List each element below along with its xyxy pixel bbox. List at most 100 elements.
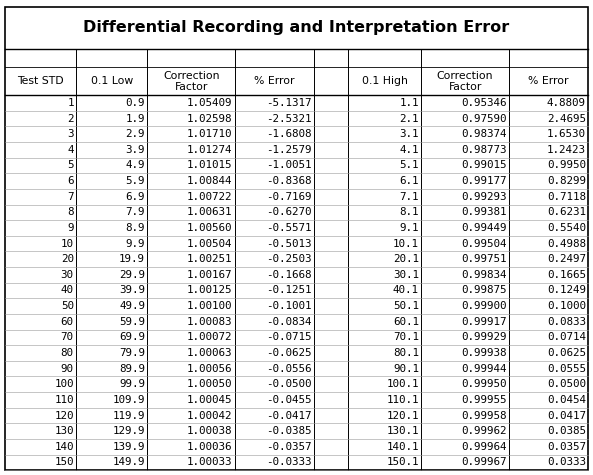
Text: -0.0556: -0.0556 [266,364,312,374]
Text: 0.0555: 0.0555 [547,364,586,374]
Text: 19.9: 19.9 [119,254,145,264]
Text: 150.1: 150.1 [387,457,419,467]
Text: 0.5540: 0.5540 [547,223,586,233]
Text: 1.00042: 1.00042 [187,410,232,420]
Text: -0.0834: -0.0834 [266,317,312,327]
Text: 2: 2 [67,114,74,124]
Text: 1.00036: 1.00036 [187,442,232,452]
Text: 1.00050: 1.00050 [187,379,232,389]
Text: -1.0051: -1.0051 [266,161,312,171]
Text: 0.99962: 0.99962 [461,426,506,436]
Text: 140.1: 140.1 [387,442,419,452]
Text: 1.00722: 1.00722 [187,192,232,202]
Text: 8.1: 8.1 [400,208,419,218]
Text: 5.1: 5.1 [400,161,419,171]
Text: 0.99967: 0.99967 [461,457,506,467]
Text: -0.6270: -0.6270 [266,208,312,218]
Text: 0.6231: 0.6231 [547,208,586,218]
Text: 150: 150 [54,457,74,467]
Text: 2.1: 2.1 [400,114,419,124]
Text: 0.97590: 0.97590 [461,114,506,124]
Text: 1.1: 1.1 [400,98,419,108]
Text: 1.00038: 1.00038 [187,426,232,436]
Text: 80.1: 80.1 [393,348,419,358]
Text: 1.00083: 1.00083 [187,317,232,327]
Text: 0.7118: 0.7118 [547,192,586,202]
Text: 40.1: 40.1 [393,285,419,295]
Text: 6: 6 [67,176,74,186]
Text: Test STD: Test STD [17,76,63,86]
Text: 80: 80 [60,348,74,358]
Text: 4.9: 4.9 [126,161,145,171]
Text: 0.0454: 0.0454 [547,395,586,405]
Text: 1: 1 [67,98,74,108]
Text: -0.1668: -0.1668 [266,270,312,280]
Text: 70: 70 [60,332,74,342]
Text: 1.9: 1.9 [126,114,145,124]
Text: 5: 5 [67,161,74,171]
Text: 0.0357: 0.0357 [547,442,586,452]
Text: 99.9: 99.9 [119,379,145,389]
Text: 139.9: 139.9 [113,442,145,452]
Text: 3.9: 3.9 [126,145,145,155]
Text: 0.99958: 0.99958 [461,410,506,420]
Text: 0.1 High: 0.1 High [362,76,408,86]
Text: -0.7169: -0.7169 [266,192,312,202]
Text: 0.99875: 0.99875 [461,285,506,295]
Text: -0.0417: -0.0417 [266,410,312,420]
Text: 70.1: 70.1 [393,332,419,342]
Text: 0.0500: 0.0500 [547,379,586,389]
Text: 7.9: 7.9 [126,208,145,218]
Text: 1.00844: 1.00844 [187,176,232,186]
Text: 1.01710: 1.01710 [187,129,232,139]
Text: 120.1: 120.1 [387,410,419,420]
Text: -0.1251: -0.1251 [266,285,312,295]
Text: -0.5013: -0.5013 [266,238,312,248]
Text: 0.1 Low: 0.1 Low [91,76,133,86]
Text: 0.0333: 0.0333 [547,457,586,467]
Text: 1.2423: 1.2423 [547,145,586,155]
Text: 0.99917: 0.99917 [461,317,506,327]
Text: 0.1665: 0.1665 [547,270,586,280]
Text: 110: 110 [54,395,74,405]
Text: 0.98374: 0.98374 [461,129,506,139]
Text: 60.1: 60.1 [393,317,419,327]
Text: 0.0714: 0.0714 [547,332,586,342]
Text: 4.8809: 4.8809 [547,98,586,108]
Text: 50: 50 [60,301,74,311]
Text: 1.00167: 1.00167 [187,270,232,280]
Text: 140: 140 [54,442,74,452]
Text: 109.9: 109.9 [113,395,145,405]
Text: 120: 120 [54,410,74,420]
Text: -0.0385: -0.0385 [266,426,312,436]
Text: 0.99834: 0.99834 [461,270,506,280]
Text: 1.00251: 1.00251 [187,254,232,264]
Text: 50.1: 50.1 [393,301,419,311]
Text: 1.00631: 1.00631 [187,208,232,218]
Text: 0.8299: 0.8299 [547,176,586,186]
Text: 0.98773: 0.98773 [461,145,506,155]
Text: 5.9: 5.9 [126,176,145,186]
Text: -0.5571: -0.5571 [266,223,312,233]
Text: 130: 130 [54,426,74,436]
Text: 10.1: 10.1 [393,238,419,248]
Text: -5.1317: -5.1317 [266,98,312,108]
Text: -0.8368: -0.8368 [266,176,312,186]
Text: 39.9: 39.9 [119,285,145,295]
Text: 7.1: 7.1 [400,192,419,202]
Text: 6.9: 6.9 [126,192,145,202]
Text: 0.99938: 0.99938 [461,348,506,358]
Text: 1.00072: 1.00072 [187,332,232,342]
Text: 89.9: 89.9 [119,364,145,374]
Text: 8: 8 [67,208,74,218]
Text: 0.99751: 0.99751 [461,254,506,264]
Text: 0.99929: 0.99929 [461,332,506,342]
Text: 8.9: 8.9 [126,223,145,233]
Text: 0.99944: 0.99944 [461,364,506,374]
Text: 90.1: 90.1 [393,364,419,374]
Text: 0.1000: 0.1000 [547,301,586,311]
Text: 1.05409: 1.05409 [187,98,232,108]
Text: 49.9: 49.9 [119,301,145,311]
Text: 100: 100 [54,379,74,389]
Text: 129.9: 129.9 [113,426,145,436]
